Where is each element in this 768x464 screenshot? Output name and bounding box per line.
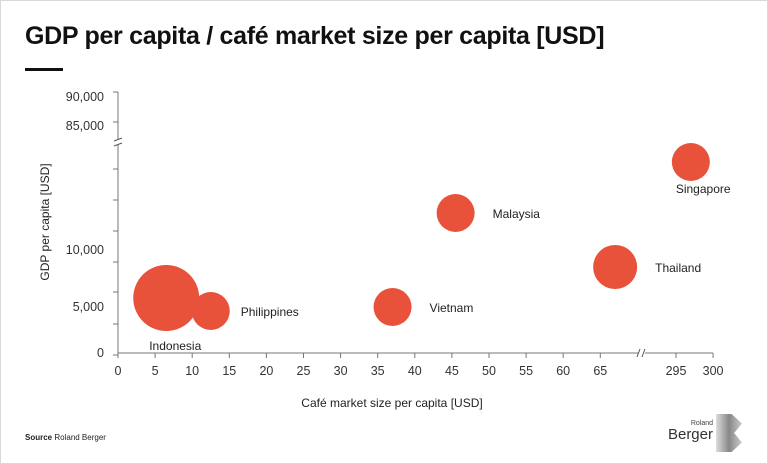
- x-tick-label: 60: [556, 364, 570, 378]
- x-tick-label: 15: [222, 364, 236, 378]
- logo-mark-icon: [716, 414, 742, 452]
- x-tick-label: 20: [259, 364, 273, 378]
- x-tick-label: 0: [115, 364, 122, 378]
- roland-berger-logo: Roland Berger: [667, 414, 744, 452]
- x-tick-label: 25: [297, 364, 311, 378]
- bubble-vietnam: [373, 288, 412, 326]
- y-tick-label: 85,000: [66, 119, 104, 133]
- bubble-label-singapore: Singapore: [676, 182, 731, 196]
- source-note: Source Roland Berger: [25, 433, 106, 442]
- bubble-label-malaysia: Malaysia: [493, 207, 541, 221]
- x-tick-label: 55: [519, 364, 533, 378]
- y-tick-label: 90,000: [66, 90, 104, 104]
- x-tick-label: 300: [703, 364, 724, 378]
- logo-large-text: Berger: [667, 426, 713, 443]
- x-tick-label: 45: [445, 364, 459, 378]
- x-axis-label: Café market size per capita [USD]: [301, 396, 482, 410]
- x-tick-label: 30: [334, 364, 348, 378]
- title-underline: [25, 68, 63, 71]
- bubble-philippines: [191, 292, 230, 330]
- x-tick-label: 65: [593, 364, 607, 378]
- bubble-singapore: [671, 143, 710, 181]
- bubble-label-vietnam: Vietnam: [430, 301, 474, 315]
- x-tick-label: 35: [371, 364, 385, 378]
- bubble-malaysia: [436, 194, 475, 232]
- x-tick-label: 295: [666, 364, 687, 378]
- x-tick-label: 40: [408, 364, 422, 378]
- x-tick-label: 5: [152, 364, 159, 378]
- x-axis-break-icon: [636, 348, 646, 358]
- page-title: GDP per capita / café market size per ca…: [25, 22, 605, 50]
- logo-small-text: Roland: [690, 420, 713, 427]
- y-tick-label: 0: [97, 346, 104, 360]
- y-axis-break-icon: [113, 137, 123, 147]
- bubble-indonesia: [133, 265, 200, 331]
- y-tick-label: 10,000: [66, 243, 104, 257]
- bubble-label-thailand: Thailand: [655, 261, 701, 275]
- source-label: Source: [25, 433, 53, 442]
- x-tick-label: 10: [185, 364, 199, 378]
- bubble-label-indonesia: Indonesia: [149, 339, 201, 353]
- x-tick-label: 50: [482, 364, 496, 378]
- source-text: Roland Berger: [54, 433, 106, 442]
- y-axis-label: GDP per capita [USD]: [38, 163, 52, 280]
- bubble-thailand: [593, 245, 638, 289]
- y-tick-label: 5,000: [73, 300, 104, 314]
- bubble-label-philippines: Philippines: [241, 305, 299, 319]
